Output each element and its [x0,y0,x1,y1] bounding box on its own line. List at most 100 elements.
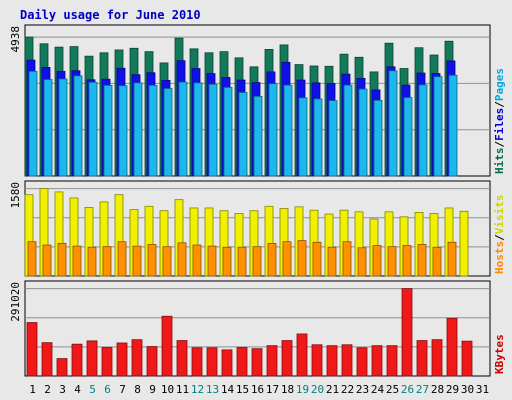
bar-hosts-6 [102,246,112,277]
bar-hosts-17 [267,242,277,277]
bar-hosts-25 [387,246,397,277]
max-label-hits-files-pages: 4938 [9,26,22,53]
day-label-8: 8 [134,383,141,396]
legend-part-hits-files-pages-1: / [493,141,506,148]
day-label-28: 28 [431,383,444,396]
day-label-20: 20 [311,383,324,396]
legend-kbytes: KBytes [493,334,506,374]
bar-pages-10 [163,88,173,177]
bar-visits-30 [459,210,469,277]
bar-hosts-19 [297,240,307,277]
bar-kbytes-13 [206,347,218,377]
bar-hosts-20 [312,241,322,277]
bar-pages-24 [373,99,383,177]
bar-hosts-21 [327,246,337,277]
bar-hosts-15 [237,246,247,277]
bar-pages-25 [388,70,398,177]
bar-kbytes-22 [341,344,353,377]
day-label-3: 3 [59,383,66,396]
day-label-27: 27 [416,383,429,396]
day-label-1: 1 [29,383,36,396]
legend-part-hosts-visits-2: Visits [493,195,506,235]
bar-hosts-13 [207,245,217,277]
bar-hosts-28 [432,246,442,277]
bar-pages-17 [268,83,278,177]
legend-hosts-visits: Hosts/Visits [493,195,506,275]
legend-part-hits-files-pages-2: Files [493,108,506,141]
bar-pages-11 [178,81,188,177]
bar-kbytes-15 [236,347,248,377]
bar-pages-23 [358,88,368,177]
bar-pages-29 [448,74,458,177]
day-label-6: 6 [104,383,111,396]
bar-hosts-4 [72,245,82,277]
bar-pages-6 [103,85,113,177]
day-label-5: 5 [89,383,96,396]
bar-hosts-18 [282,241,292,277]
bar-kbytes-18 [281,340,293,377]
bar-hosts-24 [372,245,382,277]
bar-kbytes-4 [71,343,83,377]
day-label-12: 12 [191,383,204,396]
bar-pages-18 [283,84,293,177]
chart-title: Daily usage for June 2010 [20,8,201,22]
bar-hosts-3 [57,242,67,277]
bar-kbytes-17 [266,345,278,377]
bar-kbytes-23 [356,347,368,377]
legend-part-kbytes-0: KBytes [493,334,506,374]
day-label-25: 25 [386,383,399,396]
bar-hosts-23 [357,247,367,277]
day-label-19: 19 [296,383,309,396]
bar-kbytes-11 [176,340,188,377]
max-label-kbytes: 291020 [9,282,22,322]
max-label-hosts-visits: 1580 [9,182,22,209]
legend-part-hits-files-pages-0: Hits [493,148,506,175]
bar-pages-13 [208,83,218,177]
bar-hosts-16 [252,246,262,277]
bar-kbytes-30 [461,340,473,377]
bar-pages-5 [88,81,98,177]
day-label-22: 22 [341,383,354,396]
bar-pages-19 [298,97,308,177]
bar-kbytes-12 [191,347,203,377]
bar-hosts-8 [132,245,142,277]
bar-pages-12 [193,82,203,177]
day-label-14: 14 [221,383,235,396]
day-label-2: 2 [44,383,51,396]
bar-hosts-22 [342,241,352,277]
bar-kbytes-7 [116,342,128,377]
bar-kbytes-28 [431,339,443,377]
bar-pages-22 [343,84,353,177]
bar-pages-21 [328,100,338,177]
bar-kbytes-24 [371,345,383,377]
bar-kbytes-16 [251,348,263,377]
bar-hosts-26 [402,245,412,277]
bar-hosts-7 [117,241,127,277]
day-label-7: 7 [119,383,126,396]
bar-kbytes-21 [326,345,338,377]
bar-hosts-10 [162,246,172,277]
bar-pages-27 [418,84,428,177]
bar-hosts-9 [147,244,157,277]
bar-kbytes-2 [41,342,53,377]
bar-kbytes-1 [26,322,38,377]
day-label-9: 9 [149,383,156,396]
day-label-18: 18 [281,383,294,396]
bar-hosts-5 [87,246,97,277]
bar-hosts-29 [447,241,457,277]
bar-pages-20 [313,98,323,177]
day-label-11: 11 [176,383,189,396]
bar-kbytes-20 [311,344,323,377]
bar-pages-1 [28,70,38,177]
bar-kbytes-26 [401,288,413,377]
bar-pages-4 [73,75,83,177]
bar-kbytes-5 [86,340,98,377]
legend-part-hits-files-pages-4: Pages [493,68,506,101]
day-label-10: 10 [161,383,174,396]
bar-pages-14 [223,86,233,177]
bar-pages-3 [58,78,68,177]
bar-hosts-1 [27,241,37,277]
bar-pages-15 [238,92,248,177]
